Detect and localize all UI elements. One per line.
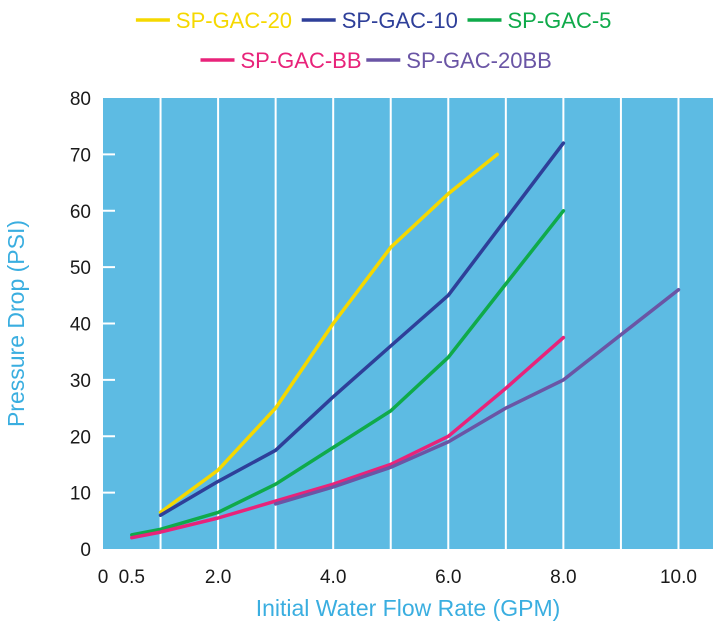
- x-tick-label: 0.5: [119, 567, 145, 588]
- legend-item-sp-gac-20bb: SP-GAC-20BB: [366, 48, 552, 73]
- x-tick-label: 6.0: [435, 567, 461, 588]
- legend-label: SP-GAC-20: [176, 8, 292, 33]
- series-line-sp-gac-bb: [130, 335, 566, 540]
- legend-label: SP-GAC-10: [342, 8, 458, 33]
- legend-label: SP-GAC-5: [508, 8, 612, 33]
- y-tick-label: 80: [70, 89, 91, 110]
- legend-item-sp-gac-20: SP-GAC-20: [135, 8, 292, 33]
- y-tick-label: 70: [70, 145, 91, 166]
- y-tick-label: 60: [70, 202, 91, 223]
- series-line-sp-gac-20: [158, 152, 499, 515]
- legend-item-sp-gac-10: SP-GAC-10: [301, 8, 458, 33]
- x-tick-label: 0: [98, 567, 109, 588]
- y-tick-label: 40: [70, 315, 91, 336]
- legend-label: SP-GAC-BB: [241, 48, 362, 73]
- y-tick-label: 20: [70, 427, 91, 448]
- grid-lines: [159, 98, 680, 549]
- legend-item-sp-gac-bb: SP-GAC-BB: [200, 48, 362, 73]
- y-tick-label: 0: [80, 540, 91, 561]
- x-tick-label: 2.0: [205, 567, 231, 588]
- x-axis-label: Initial Water Flow Rate (GPM): [256, 595, 561, 621]
- y-axis-label: Pressure Drop (PSI): [3, 220, 29, 427]
- x-tick-label: 8.0: [550, 567, 576, 588]
- legend-label: SP-GAC-20BB: [406, 48, 552, 73]
- legend: SP-GAC-20 SP-GAC-10 SP-GAC-5 SP-GAC-BB SP-GA…: [135, 8, 612, 73]
- x-axis-ticks: 0 0.5 2.0 4.0 6.0 8.0 10.0: [98, 567, 697, 588]
- series-line-sp-gac-5: [130, 209, 566, 537]
- series-line-sp-gac-10: [158, 141, 566, 517]
- series-lines: [130, 141, 681, 540]
- x-tick-label: 4.0: [320, 567, 346, 588]
- y-tick-label: 10: [70, 484, 91, 505]
- y-axis-ticks: 0 10 20 30 40 50 60 70 80: [70, 89, 115, 561]
- y-tick-label: 50: [70, 258, 91, 279]
- series-line-sp-gac-20bb: [273, 287, 681, 506]
- plot-area: [103, 98, 713, 549]
- legend-item-sp-gac-5: SP-GAC-5: [467, 8, 612, 33]
- x-tick-label: 10.0: [660, 567, 697, 588]
- y-tick-label: 30: [70, 371, 91, 392]
